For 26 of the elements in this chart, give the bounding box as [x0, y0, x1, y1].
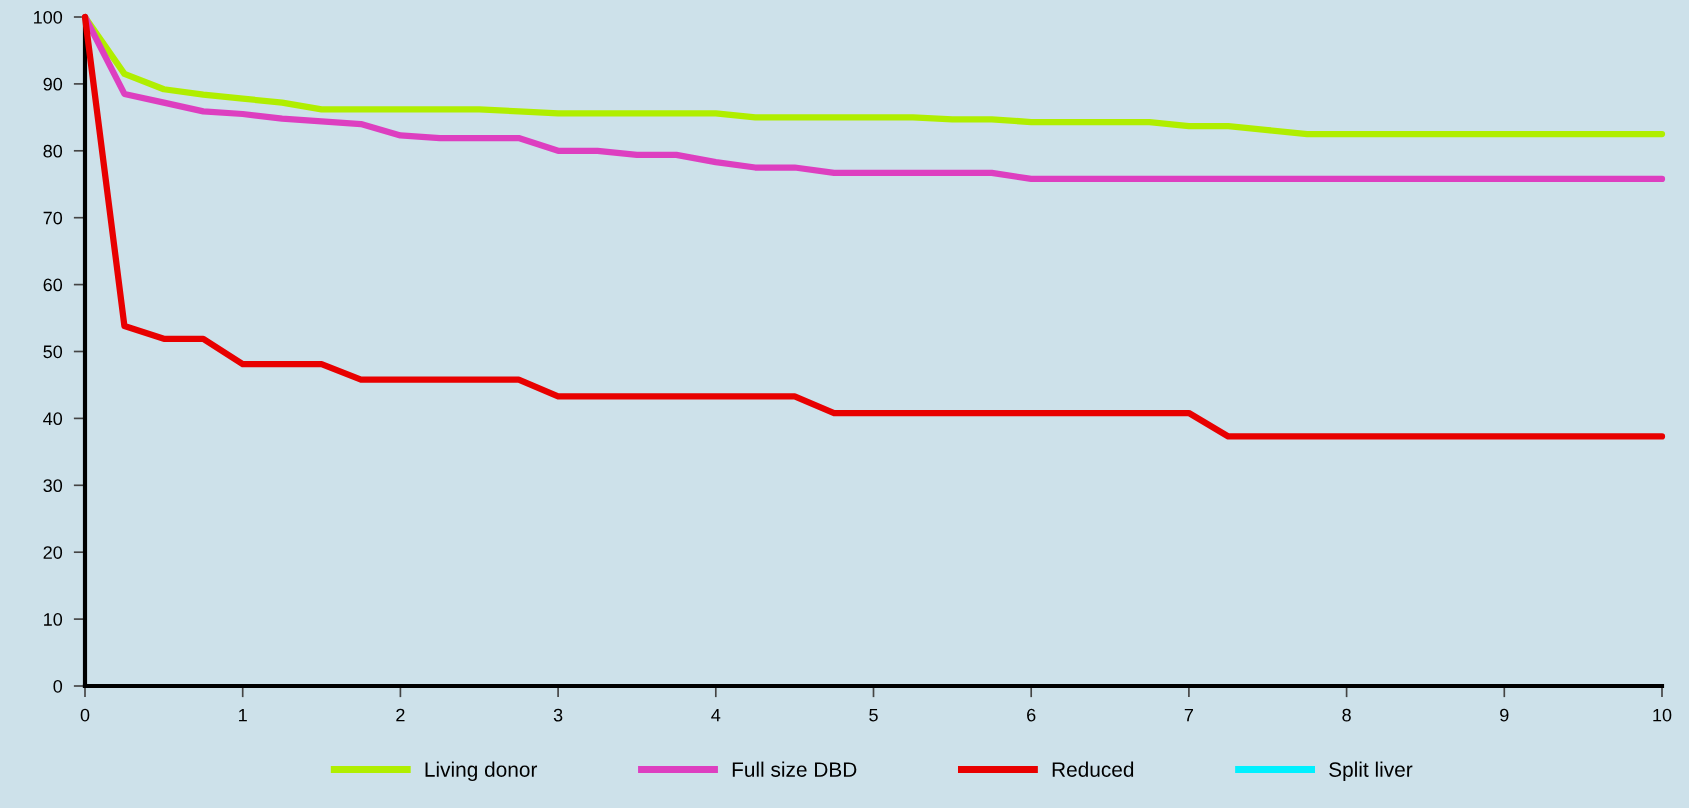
y-tick-label: 10 — [44, 613, 63, 626]
y-tick-label: 100 — [34, 10, 63, 24]
x-tick-label: 2 — [396, 708, 405, 722]
y-tick-label: 50 — [43, 345, 63, 359]
x-tick-label: 7 — [1184, 708, 1194, 722]
y-tick-label: 80 — [43, 144, 63, 158]
x-tick-label: 8 — [1342, 708, 1351, 722]
y-tick-label: 30 — [43, 479, 63, 493]
x-tick-label: 1 — [239, 708, 247, 722]
legend-label: Full size DBD — [732, 761, 857, 777]
legend-label: Reduced — [1052, 761, 1134, 777]
y-tick-label: 0 — [53, 679, 63, 693]
x-tick-label: 5 — [869, 708, 878, 722]
y-tick-label: 90 — [43, 77, 63, 91]
y-tick-label: 70 — [43, 211, 63, 225]
y-tick-label: 20 — [43, 546, 63, 559]
legend-label: Living donor — [425, 761, 538, 782]
x-tick-label: 9 — [1500, 708, 1509, 722]
x-tick-label: 10 — [1653, 708, 1672, 722]
x-tick-label: 4 — [711, 708, 721, 722]
y-tick-label: 60 — [43, 278, 63, 292]
legend-label: Split liver — [1329, 761, 1413, 782]
x-tick-label: 0 — [80, 708, 90, 722]
x-tick-label: 6 — [1027, 708, 1036, 722]
x-tick-label: 3 — [553, 708, 563, 722]
y-tick-label: 40 — [43, 412, 63, 426]
